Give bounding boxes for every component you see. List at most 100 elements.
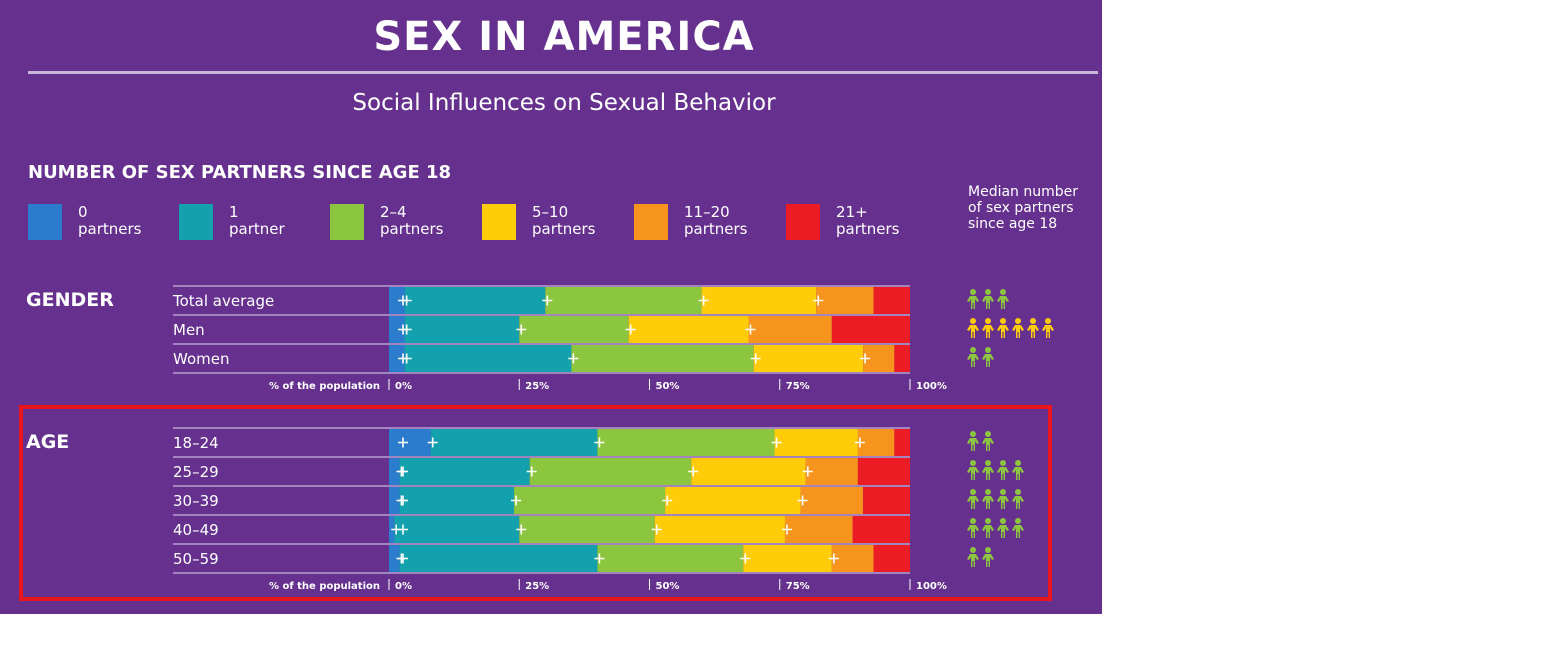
- row-label: Men: [173, 321, 205, 339]
- bar-segment-5: [873, 545, 910, 572]
- segment-marker: [511, 495, 522, 506]
- row-label: Women: [173, 350, 229, 368]
- person-icon: [967, 489, 979, 509]
- person-icon: [1012, 489, 1024, 509]
- row-label: 18–24: [173, 434, 219, 452]
- bar-segment-1: [399, 458, 530, 485]
- stacked-bar-charts: Total average Men Women % of the population…: [172, 285, 1054, 592]
- bar-segment-5: [831, 316, 910, 343]
- legend-swatch: [786, 204, 820, 240]
- tick-label: 75%: [786, 381, 810, 392]
- person-icon: [982, 489, 994, 509]
- segment-marker: [781, 524, 792, 535]
- segment-marker: [662, 495, 673, 506]
- bar-segment-2: [529, 458, 692, 485]
- segment-marker: [745, 324, 756, 335]
- segment-marker: [860, 353, 871, 364]
- page-title: SEX IN AMERICA: [373, 14, 755, 60]
- bar-segment-4: [800, 487, 864, 514]
- row-label: 25–29: [173, 463, 219, 481]
- row-label: 50–59: [173, 550, 219, 568]
- bar-segment-3: [701, 287, 817, 314]
- row-label: 30–39: [173, 492, 219, 510]
- bar-segment-2: [545, 287, 702, 314]
- person-icon: [1027, 318, 1039, 338]
- segment-marker: [813, 295, 824, 306]
- bar-segment-5: [873, 287, 910, 314]
- segment-marker: [391, 524, 402, 535]
- segment-marker: [594, 553, 605, 564]
- person-icon: [982, 289, 994, 309]
- segment-marker: [526, 466, 537, 477]
- segment-marker: [750, 353, 761, 364]
- person-icon: [997, 518, 1009, 538]
- bar-segment-1: [404, 287, 546, 314]
- person-icon: [997, 489, 1009, 509]
- person-icon: [1042, 318, 1054, 338]
- bar-segment-4: [816, 287, 874, 314]
- person-icon: [967, 547, 979, 567]
- segment-marker: [740, 553, 751, 564]
- person-icon: [967, 289, 979, 309]
- person-icon: [1012, 518, 1024, 538]
- bar-segment-2: [519, 516, 655, 543]
- segment-marker: [594, 437, 605, 448]
- bar-segment-3: [753, 345, 864, 372]
- tick-label: 25%: [525, 381, 549, 392]
- tick-label: 25%: [525, 581, 549, 592]
- legend-swatch: [28, 204, 62, 240]
- bar-segment-2: [519, 316, 629, 343]
- person-icon: [967, 318, 979, 338]
- tick-label: 100%: [916, 581, 947, 592]
- bar-segment-1: [394, 516, 520, 543]
- segment-marker: [688, 466, 699, 477]
- bar-segment-2: [597, 429, 775, 456]
- bar-segment-5: [852, 516, 910, 543]
- group-label-age: AGE: [26, 431, 70, 453]
- legend-swatch: [179, 204, 213, 240]
- segment-marker: [396, 553, 407, 564]
- row-label: Total average: [172, 292, 274, 310]
- segment-marker: [516, 324, 527, 335]
- segment-marker: [427, 437, 438, 448]
- person-icon: [967, 431, 979, 451]
- axis-caption: % of the population: [269, 381, 380, 392]
- tick-label: 50%: [656, 581, 680, 592]
- bar-segment-2: [514, 487, 666, 514]
- legend-swatch: [634, 204, 668, 240]
- person-icon: [997, 318, 1009, 338]
- segment-marker: [854, 437, 865, 448]
- person-icon: [982, 347, 994, 367]
- segment-marker: [401, 353, 412, 364]
- age-section-highlight: [19, 405, 1052, 601]
- row-label: 40–49: [173, 521, 219, 539]
- tick-label: 50%: [656, 381, 680, 392]
- segment-marker: [516, 524, 527, 535]
- bar-segment-2: [597, 545, 744, 572]
- segment-marker: [568, 353, 579, 364]
- legend-swatch: [330, 204, 364, 240]
- bar-segment-4: [748, 316, 832, 343]
- person-icon: [967, 518, 979, 538]
- infographic-panel: SEX IN AMERICA Social Influences on Sexu…: [0, 0, 1102, 614]
- person-icon: [982, 518, 994, 538]
- bar-segment-0: [389, 429, 431, 456]
- segment-marker: [625, 324, 636, 335]
- bar-segment-3: [654, 516, 785, 543]
- bar-segment-0: [389, 287, 405, 314]
- segment-marker: [651, 524, 662, 535]
- bar-segment-4: [784, 516, 853, 543]
- segment-marker: [802, 466, 813, 477]
- person-icon: [1012, 318, 1024, 338]
- bar-segment-3: [628, 316, 749, 343]
- bar-segment-1: [404, 316, 520, 343]
- bar-segment-2: [571, 345, 754, 372]
- segment-marker: [396, 466, 407, 477]
- bar-segment-1: [399, 487, 515, 514]
- person-icon: [982, 547, 994, 567]
- bar-segment-3: [774, 429, 858, 456]
- bar-segment-5: [894, 429, 910, 456]
- person-icon: [967, 460, 979, 480]
- bar-segment-5: [894, 345, 910, 372]
- bar-segment-0: [389, 316, 405, 343]
